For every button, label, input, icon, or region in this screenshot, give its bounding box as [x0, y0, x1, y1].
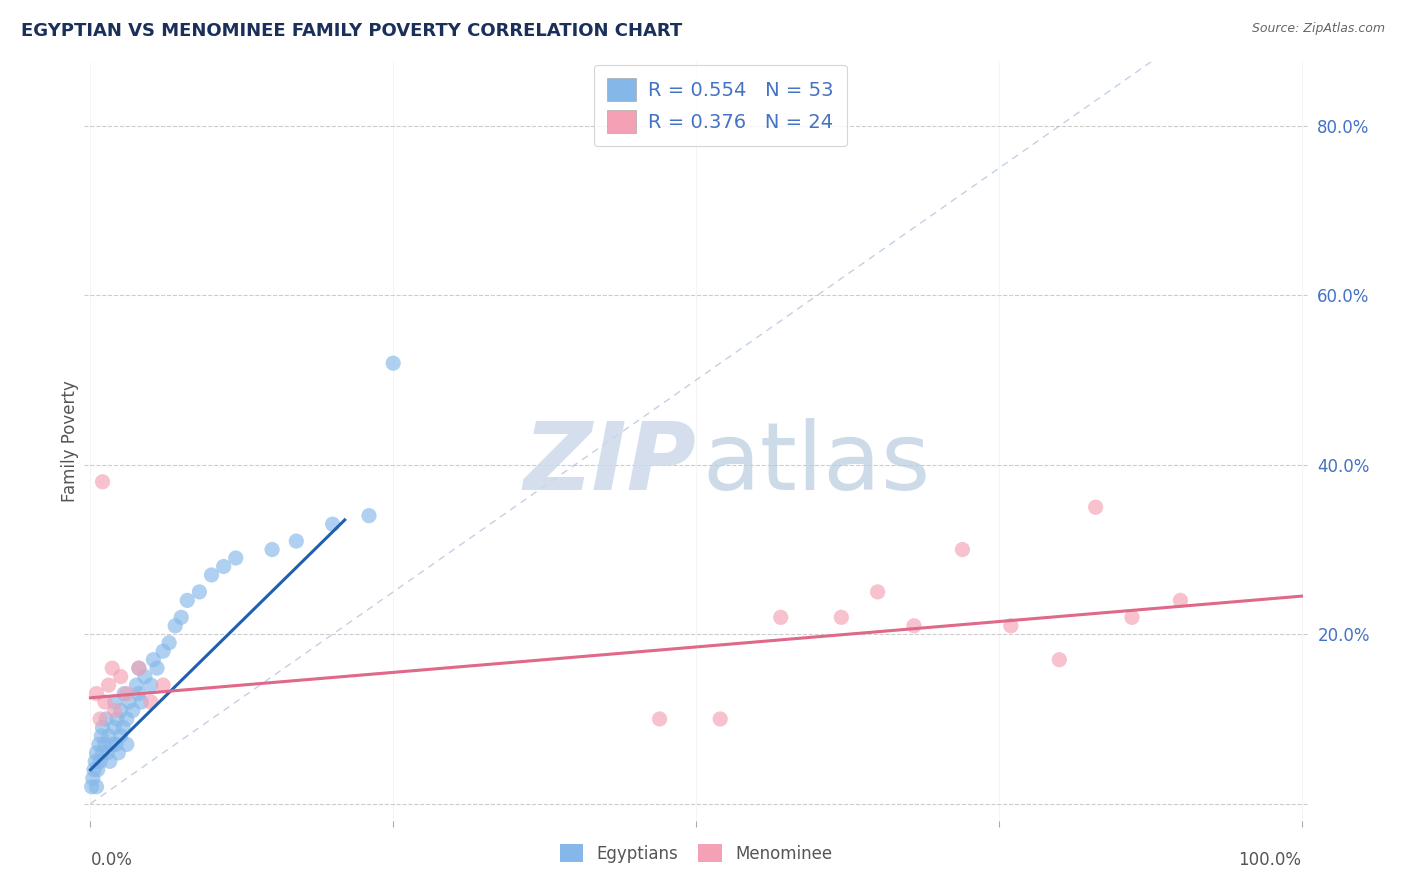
- Point: [648, 712, 671, 726]
- Point: [96, 712, 118, 726]
- Point: [952, 542, 974, 557]
- Point: [262, 542, 284, 557]
- Point: [101, 738, 124, 752]
- Point: [87, 738, 110, 752]
- Point: [86, 687, 108, 701]
- Text: ZIP: ZIP: [523, 418, 696, 510]
- Point: [152, 644, 174, 658]
- Point: [112, 687, 135, 701]
- Point: [86, 746, 108, 760]
- Point: [139, 678, 162, 692]
- Point: [157, 636, 180, 650]
- Point: [104, 695, 127, 709]
- Y-axis label: Family Poverty: Family Poverty: [62, 381, 80, 502]
- Point: [176, 593, 198, 607]
- Point: [94, 738, 117, 752]
- Text: 100.0%: 100.0%: [1239, 851, 1302, 869]
- Point: [101, 661, 124, 675]
- Point: [128, 687, 150, 701]
- Point: [1047, 653, 1070, 667]
- Point: [84, 755, 107, 769]
- Point: [110, 704, 132, 718]
- Point: [104, 704, 127, 718]
- Point: [112, 721, 135, 735]
- Point: [769, 610, 792, 624]
- Point: [128, 661, 150, 675]
- Point: [128, 661, 150, 675]
- Point: [80, 780, 103, 794]
- Text: Source: ZipAtlas.com: Source: ZipAtlas.com: [1251, 22, 1385, 36]
- Point: [139, 695, 162, 709]
- Point: [115, 738, 138, 752]
- Point: [152, 678, 174, 692]
- Point: [82, 772, 104, 786]
- Point: [89, 712, 111, 726]
- Legend: Egyptians, Menominee: Egyptians, Menominee: [553, 838, 839, 869]
- Text: atlas: atlas: [702, 418, 931, 510]
- Point: [212, 559, 235, 574]
- Point: [90, 729, 112, 743]
- Point: [830, 610, 852, 624]
- Point: [1170, 593, 1192, 607]
- Point: [146, 661, 169, 675]
- Point: [89, 755, 111, 769]
- Point: [1121, 610, 1143, 624]
- Point: [98, 755, 121, 769]
- Point: [96, 746, 118, 760]
- Point: [97, 729, 120, 743]
- Point: [118, 695, 141, 709]
- Point: [115, 712, 138, 726]
- Point: [382, 356, 405, 370]
- Point: [165, 619, 187, 633]
- Point: [115, 687, 138, 701]
- Point: [200, 568, 222, 582]
- Point: [110, 729, 132, 743]
- Point: [903, 619, 925, 633]
- Text: 0.0%: 0.0%: [90, 851, 132, 869]
- Point: [91, 746, 114, 760]
- Point: [97, 678, 120, 692]
- Point: [188, 585, 211, 599]
- Point: [709, 712, 731, 726]
- Point: [91, 721, 114, 735]
- Point: [86, 780, 108, 794]
- Point: [121, 704, 143, 718]
- Point: [104, 721, 127, 735]
- Point: [134, 670, 156, 684]
- Text: EGYPTIAN VS MENOMINEE FAMILY POVERTY CORRELATION CHART: EGYPTIAN VS MENOMINEE FAMILY POVERTY COR…: [21, 22, 682, 40]
- Point: [142, 653, 165, 667]
- Point: [357, 508, 380, 523]
- Point: [1000, 619, 1022, 633]
- Point: [104, 738, 127, 752]
- Point: [170, 610, 193, 624]
- Point: [866, 585, 889, 599]
- Point: [129, 695, 152, 709]
- Point: [110, 670, 132, 684]
- Point: [125, 678, 148, 692]
- Point: [1084, 500, 1107, 515]
- Point: [105, 712, 128, 726]
- Point: [285, 534, 308, 549]
- Point: [86, 763, 108, 777]
- Point: [322, 517, 344, 532]
- Point: [94, 695, 117, 709]
- Point: [83, 763, 105, 777]
- Point: [107, 746, 129, 760]
- Point: [91, 475, 114, 489]
- Point: [225, 551, 247, 566]
